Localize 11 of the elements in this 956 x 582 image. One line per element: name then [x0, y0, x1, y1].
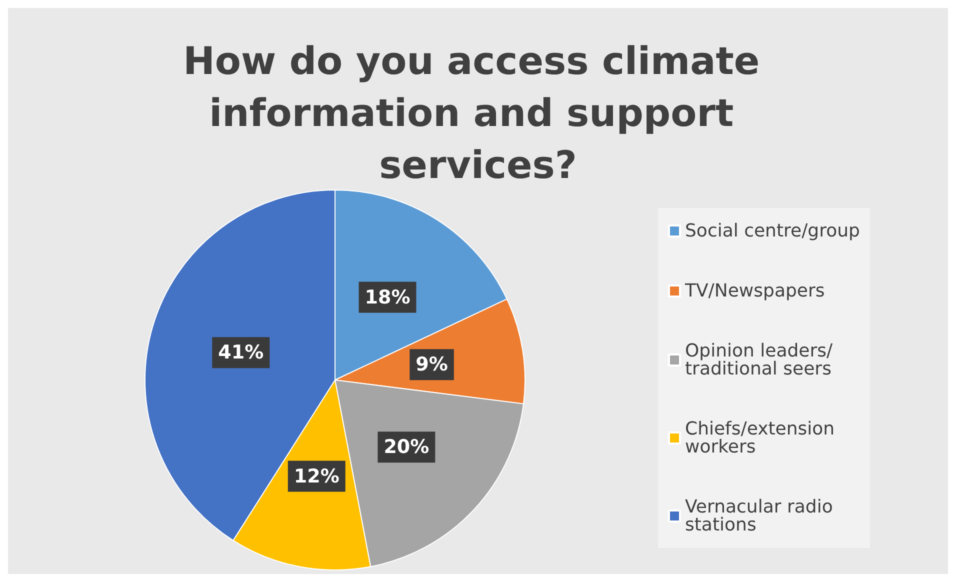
legend-label: Opinion leaders/traditional seers — [685, 340, 834, 380]
data-label: 20% — [384, 436, 430, 458]
data-label: 41% — [218, 342, 264, 364]
data-label: 12% — [294, 465, 340, 488]
chart-title: How do you access climate information and support services? — [183, 39, 773, 187]
data-label: 9% — [416, 354, 448, 376]
legend-label: TV/Newspapers — [684, 280, 825, 302]
legend-label: Vernacular radio stations — [685, 496, 839, 536]
legend-label: Social centre/group — [685, 220, 860, 242]
data-label: 18% — [364, 286, 410, 308]
legend-label: Chiefs/extension workers — [685, 418, 840, 458]
